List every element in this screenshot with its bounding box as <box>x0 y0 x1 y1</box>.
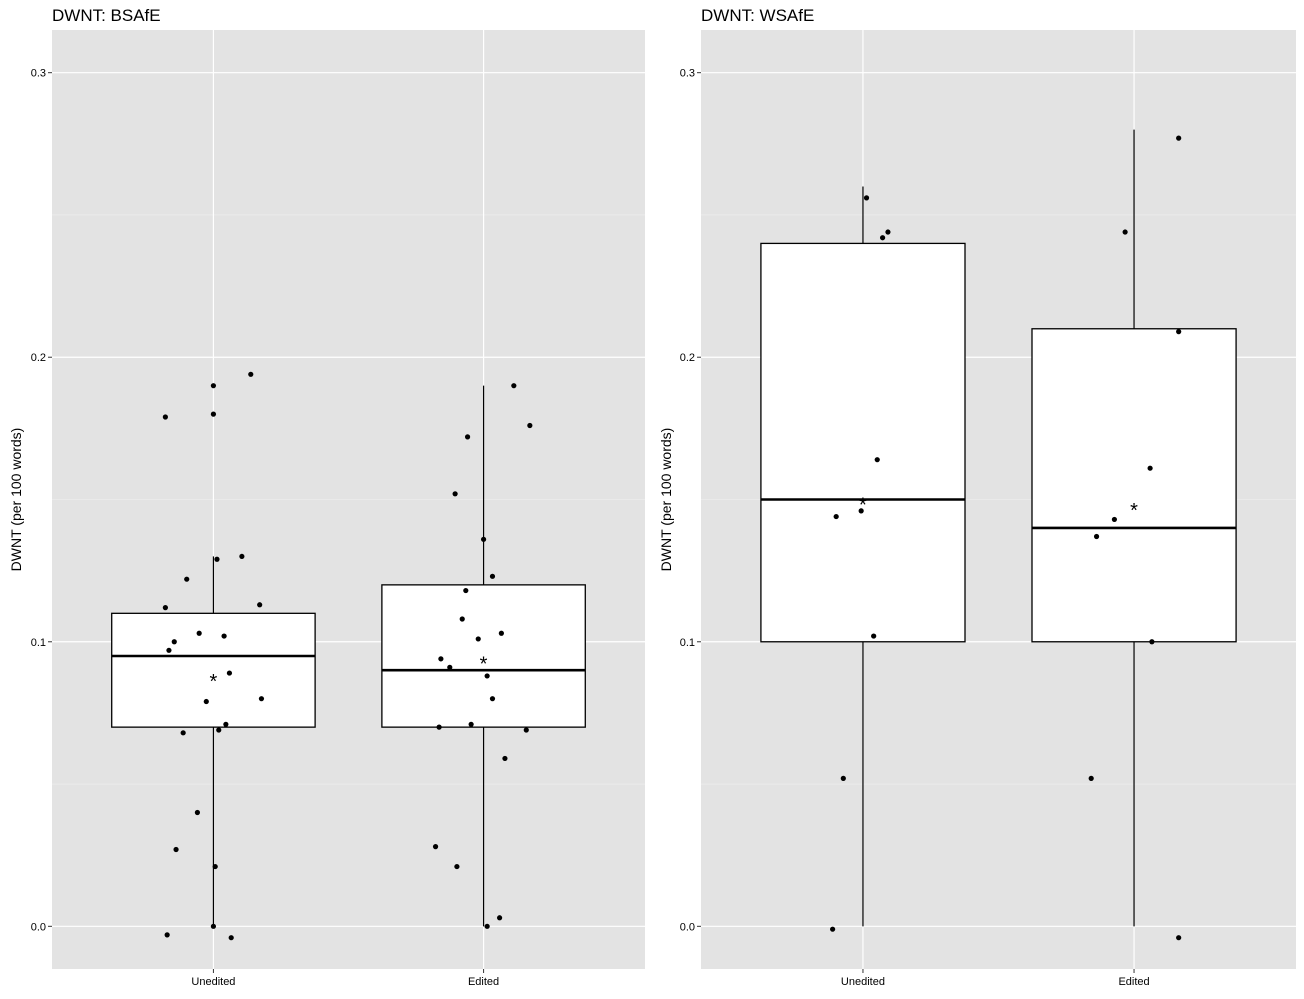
y-tick-label: 0.1 <box>680 637 695 649</box>
data-point <box>258 696 265 702</box>
data-point <box>164 932 170 938</box>
data-point <box>1147 465 1153 471</box>
data-point <box>210 923 217 929</box>
data-point <box>210 411 217 417</box>
chart-title: DWNT: WSAfE <box>701 6 814 25</box>
data-point <box>502 755 508 762</box>
data-point <box>196 630 202 636</box>
box-iqr <box>760 242 966 643</box>
data-point <box>1093 533 1100 540</box>
data-point <box>871 633 877 639</box>
data-point <box>484 673 490 679</box>
data-point <box>463 587 469 594</box>
data-point <box>210 383 217 389</box>
data-point <box>162 414 168 420</box>
data-point <box>1122 229 1128 235</box>
x-tick-label: Edited <box>468 976 499 988</box>
mean-marker: * <box>1130 500 1138 522</box>
data-point <box>1088 775 1094 781</box>
data-point <box>511 383 517 389</box>
y-tick-label: 0.3 <box>680 68 695 80</box>
data-point <box>184 576 190 582</box>
data-point <box>459 616 465 622</box>
mean-marker: * <box>210 671 218 693</box>
data-point <box>1176 329 1182 335</box>
x-tick-label: Unedited <box>191 976 235 988</box>
data-point <box>464 434 471 440</box>
chart-title: DWNT: BSAfE <box>52 6 161 25</box>
y-axis-label: DWNT (per 100 words) <box>658 428 674 572</box>
data-point <box>194 809 201 816</box>
y-tick-label: 0.2 <box>31 352 46 364</box>
data-point <box>830 926 836 932</box>
box-iqr <box>111 612 316 728</box>
y-tick-label: 0.1 <box>31 637 46 649</box>
data-point <box>180 730 186 736</box>
y-tick-label: 0.0 <box>31 921 46 933</box>
box-iqr <box>381 584 586 728</box>
data-point <box>162 605 168 611</box>
chart-panel-2: * * 0.0 0.1 0.2 0.3 Unedited Edited DWNT: WSAfE D… <box>658 6 1296 988</box>
data-point <box>212 863 218 870</box>
data-point <box>863 195 870 201</box>
data-point <box>874 457 880 463</box>
data-point <box>203 698 209 705</box>
chart-panel-1: * * 0.0 0.1 0.2 0.3 Unedited Edited DWNT: BSAfE D… <box>8 6 645 988</box>
data-point <box>833 513 839 520</box>
data-point <box>214 556 220 562</box>
data-point <box>454 863 460 870</box>
data-point <box>840 775 846 781</box>
y-tick-label: 0.2 <box>680 352 695 364</box>
data-point <box>166 647 172 653</box>
data-point <box>489 696 496 702</box>
data-point <box>223 721 229 727</box>
data-point <box>438 656 444 662</box>
x-tick-label: Unedited <box>841 976 885 988</box>
x-tick-label: Edited <box>1118 976 1149 988</box>
data-point <box>1111 516 1118 523</box>
data-point <box>527 422 533 429</box>
data-point <box>1176 135 1182 141</box>
mean-marker: * <box>859 494 867 516</box>
data-point <box>432 844 439 850</box>
data-point <box>216 727 222 733</box>
data-point <box>436 724 442 730</box>
data-point <box>447 664 453 670</box>
y-tick-label: 0.3 <box>31 68 46 80</box>
data-point <box>257 602 263 608</box>
data-point <box>248 371 254 377</box>
data-point <box>498 630 504 636</box>
data-point <box>496 915 503 921</box>
data-point <box>171 639 177 645</box>
data-point <box>1149 639 1155 645</box>
data-point <box>489 573 496 579</box>
data-point <box>228 935 234 941</box>
data-point <box>858 508 864 514</box>
data-point <box>468 721 474 727</box>
data-point <box>173 846 179 853</box>
data-point <box>475 636 481 642</box>
y-axis-label: DWNT (per 100 words) <box>8 428 24 572</box>
data-point <box>226 670 233 676</box>
data-point <box>484 923 490 929</box>
data-point <box>452 491 458 497</box>
box-iqr <box>1031 328 1237 643</box>
data-point <box>885 229 891 235</box>
data-point <box>1176 935 1182 941</box>
data-point <box>480 536 487 542</box>
y-tick-label: 0.0 <box>680 921 695 933</box>
mean-marker: * <box>480 654 488 676</box>
data-point <box>879 235 886 241</box>
data-point <box>523 727 529 733</box>
data-point <box>221 633 227 639</box>
data-point <box>239 553 245 560</box>
